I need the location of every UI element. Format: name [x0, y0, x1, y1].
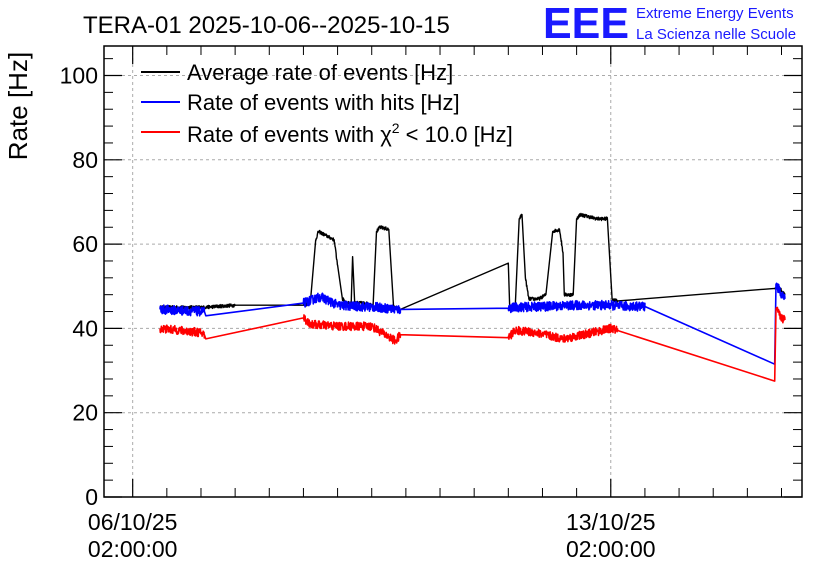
logo-line1: Extreme Energy Events — [636, 5, 794, 22]
logo-line2: La Scienza nelle Scuole — [636, 26, 796, 43]
y-tick-label: 100 — [60, 63, 98, 89]
x-tick-label-date: 06/10/25 — [88, 509, 178, 535]
grid — [104, 46, 802, 497]
legend-label-chi2: Rate of events with χ2 < 10.0 [Hz] — [187, 120, 513, 147]
tick-labels: 02040608010006/10/2502:00:0013/10/2502:0… — [60, 63, 656, 562]
legend: Average rate of events [Hz] Rate of even… — [141, 60, 513, 147]
series-line-0 — [159, 212, 786, 312]
y-tick-label: 80 — [72, 147, 98, 173]
x-tick-label-time: 02:00:00 — [566, 536, 656, 562]
y-tick-label: 20 — [72, 400, 98, 426]
chart-title: TERA-01 2025-10-06--2025-10-15 — [83, 12, 450, 39]
eee-logo: EEE Extreme Energy Events La Scienza nel… — [543, 0, 796, 48]
y-tick-label: 0 — [85, 484, 98, 510]
y-tick-label: 40 — [72, 315, 98, 341]
legend-entry-hits: Rate of events with hits [Hz] — [141, 90, 460, 115]
legend-label-hits: Rate of events with hits [Hz] — [187, 90, 460, 115]
y-axis-label: Rate [Hz] — [3, 52, 33, 160]
axis-ticks — [104, 46, 802, 498]
series-layer — [159, 212, 786, 382]
eee-logo-mark: EEE — [543, 0, 629, 48]
x-tick-label-date: 13/10/25 — [566, 509, 656, 535]
series-line-1 — [159, 282, 786, 365]
legend-entry-chi2: Rate of events with χ2 < 10.0 [Hz] — [141, 120, 513, 147]
legend-label-average: Average rate of events [Hz] — [187, 60, 453, 85]
y-tick-label: 60 — [72, 231, 98, 257]
plot-frame — [103, 45, 803, 498]
series-line-2 — [159, 306, 786, 382]
legend-entry-average: Average rate of events [Hz] — [141, 60, 453, 85]
x-tick-label-time: 02:00:00 — [88, 536, 178, 562]
